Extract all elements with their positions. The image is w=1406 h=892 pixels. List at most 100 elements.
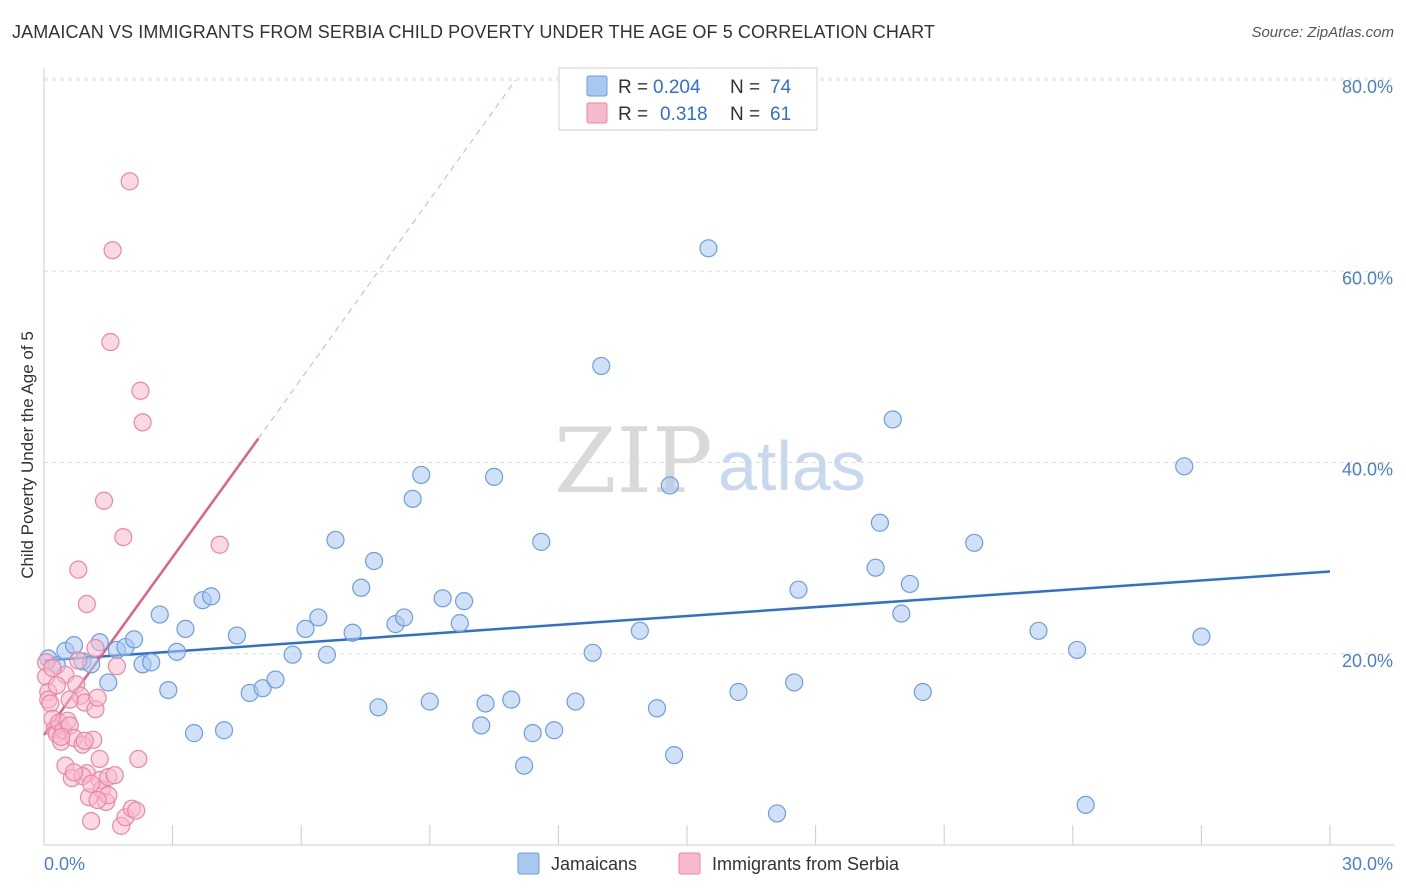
point-jamaicans	[99, 673, 118, 692]
legend-swatch-jamaicans	[586, 75, 608, 97]
point-jamaicans	[785, 673, 804, 692]
point-jamaicans	[317, 645, 337, 664]
point-jamaicans	[296, 619, 315, 638]
point-jamaicans	[142, 653, 161, 672]
point-serbia	[88, 688, 107, 707]
point-jamaicans	[202, 587, 221, 606]
point-jamaicans	[309, 608, 328, 627]
point-jamaicans	[647, 699, 667, 718]
point-jamaicans	[1076, 795, 1095, 814]
legend-n-serbia: 61	[770, 104, 791, 125]
point-jamaicans	[476, 694, 495, 713]
point-jamaicans	[403, 489, 422, 508]
point-jamaicans	[892, 604, 911, 623]
point-jamaicans	[364, 551, 384, 571]
point-jamaicans	[566, 692, 585, 711]
point-jamaicans	[1175, 457, 1194, 476]
watermark-zip-text: ZIP	[554, 409, 713, 514]
point-serbia	[88, 790, 107, 810]
x-tick-label-max: 30.0%	[1342, 854, 1393, 874]
watermark: ZIP atlas	[554, 409, 866, 514]
bottom-legend: Jamaicans Immigrants from Serbia	[517, 852, 900, 875]
trend-line-jamaicans	[43, 570, 1331, 662]
legend-r-label: R =	[618, 77, 648, 98]
point-jamaicans	[352, 578, 371, 597]
point-jamaicans	[545, 721, 564, 740]
point-serbia	[82, 774, 101, 793]
point-jamaicans	[665, 746, 684, 765]
point-serbia	[133, 413, 152, 432]
point-jamaicans	[502, 690, 521, 709]
point-jamaicans	[1029, 621, 1048, 640]
point-jamaicans	[485, 467, 504, 486]
point-jamaicans	[767, 804, 787, 823]
bottom-legend-swatch-serbia	[678, 852, 701, 875]
point-jamaicans	[866, 558, 885, 577]
point-serbia	[69, 560, 88, 579]
point-jamaicans	[412, 465, 431, 485]
point-jamaicans	[729, 682, 748, 702]
point-jamaicans	[369, 698, 388, 717]
legend-r-jamaicans: 0.204	[653, 77, 701, 98]
legend-box: R = 0.204 N = 74 R = 0.318 N = 61	[558, 67, 818, 131]
legend-swatch-serbia	[586, 102, 608, 124]
legend-r-serbia: 0.318	[660, 104, 708, 125]
watermark-atlas-text: atlas	[718, 427, 866, 505]
point-jamaicans	[870, 513, 890, 532]
point-serbia	[77, 594, 96, 614]
point-serbia	[120, 172, 139, 191]
point-serbia	[114, 527, 133, 547]
point-jamaicans	[913, 682, 932, 702]
point-jamaicans	[583, 643, 602, 662]
point-jamaicans	[176, 619, 195, 638]
point-jamaicans	[253, 679, 272, 698]
point-jamaicans	[883, 410, 902, 429]
point-jamaicans	[326, 530, 345, 550]
point-serbia	[86, 638, 105, 658]
data-points	[37, 172, 1211, 835]
legend-n-jamaicans: 74	[770, 77, 792, 98]
point-jamaicans	[472, 716, 491, 735]
point-jamaicans	[450, 614, 469, 633]
point-jamaicans	[789, 580, 808, 599]
point-jamaicans	[227, 626, 246, 645]
point-jamaicans	[1192, 627, 1211, 646]
point-jamaicans	[124, 630, 144, 649]
point-serbia	[60, 690, 79, 709]
legend-n-label: N =	[730, 104, 760, 125]
point-serbia	[101, 332, 120, 352]
point-serbia	[47, 676, 66, 695]
bottom-legend-jamaicans: Jamaicans	[551, 854, 637, 874]
bottom-legend-serbia: Immigrants from Serbia	[712, 854, 900, 874]
point-serbia	[103, 241, 122, 260]
y-tick-label: 40.0%	[1342, 460, 1393, 480]
point-jamaicans	[433, 589, 452, 608]
point-serbia	[210, 535, 229, 554]
point-jamaicans	[454, 592, 474, 611]
point-serbia	[43, 658, 62, 678]
grid-lines	[44, 77, 1395, 655]
point-serbia	[105, 766, 124, 785]
point-serbia	[41, 694, 60, 713]
legend-r-label: R =	[618, 104, 648, 125]
point-jamaicans	[167, 642, 186, 661]
point-serbia	[127, 801, 146, 820]
legend-n-label: N =	[730, 77, 760, 98]
x-tick-label-min: 0.0%	[44, 854, 85, 874]
point-jamaicans	[523, 724, 542, 743]
point-jamaicans	[394, 608, 414, 627]
point-serbia	[90, 749, 109, 769]
point-jamaicans	[630, 621, 649, 640]
source-label: Source: ZipAtlas.com	[1251, 24, 1394, 41]
point-jamaicans	[900, 574, 920, 594]
point-serbia	[107, 657, 126, 676]
point-serbia	[82, 811, 101, 831]
point-jamaicans	[592, 356, 611, 376]
point-jamaicans	[214, 721, 234, 740]
point-jamaicans	[150, 605, 169, 624]
trend-extension-serbia	[257, 79, 516, 439]
point-serbia	[64, 763, 84, 782]
point-jamaicans	[660, 476, 679, 495]
point-serbia	[94, 491, 114, 510]
